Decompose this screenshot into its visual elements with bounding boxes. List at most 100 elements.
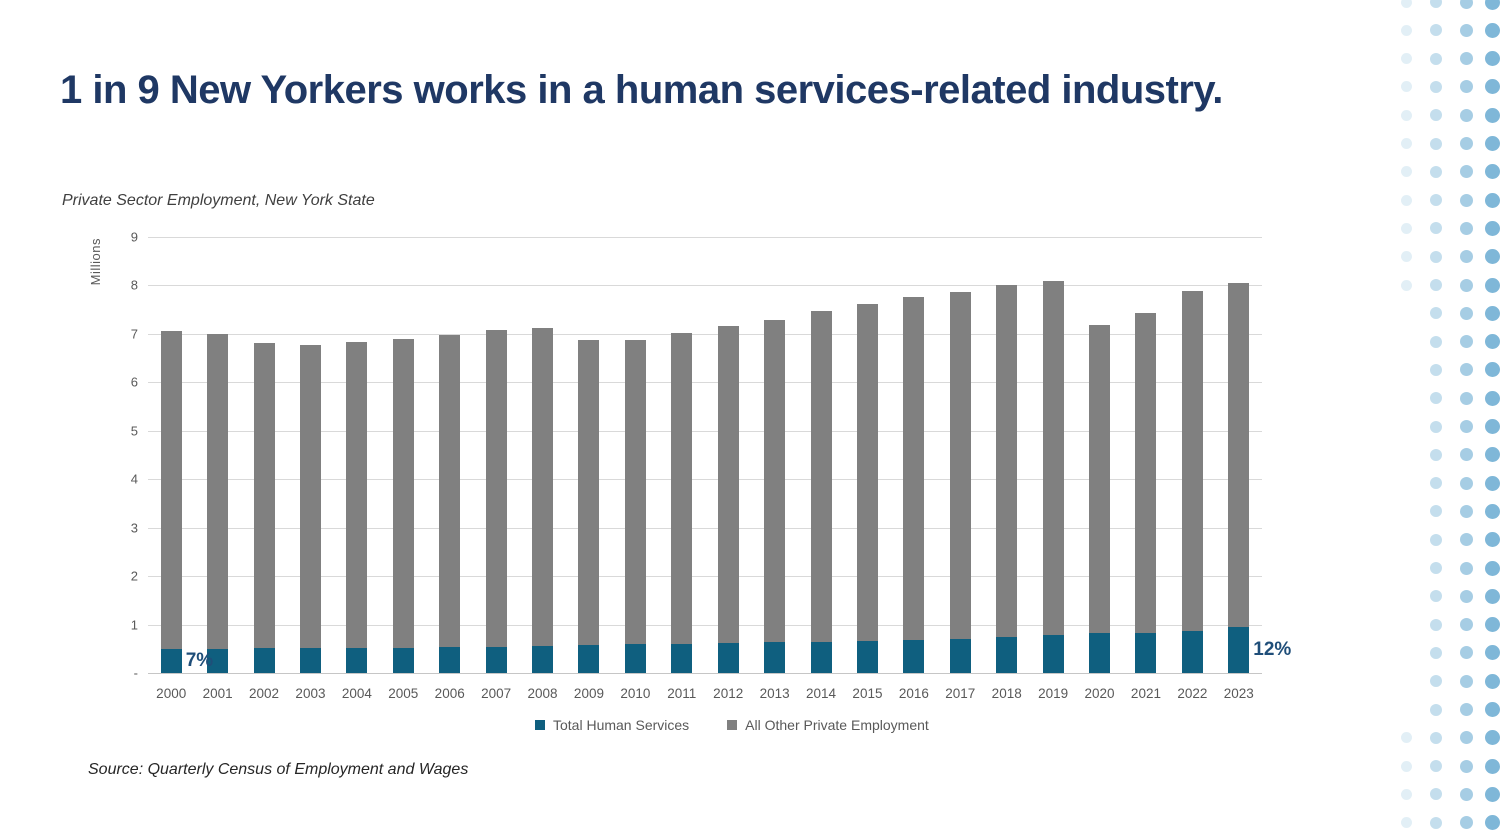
decor-dot [1459, 23, 1473, 37]
decor-dot [1400, 222, 1412, 234]
x-tick-label: 2009 [573, 686, 604, 701]
decor-dot [1459, 618, 1473, 632]
decor-dot [1430, 760, 1442, 773]
decor-dot [1459, 363, 1473, 377]
decor-dot [1430, 505, 1442, 518]
decor-dot [1459, 476, 1473, 490]
bar-segment-other-private [949, 291, 971, 639]
y-tick-label: 3 [130, 520, 138, 536]
legend-swatch-human-services [535, 720, 545, 730]
decor-dot [1400, 760, 1412, 772]
decor-dot [1459, 221, 1473, 235]
page-title: 1 in 9 New Yorkers works in a human serv… [60, 68, 1223, 112]
decor-dot [1400, 166, 1412, 178]
decor-dot [1459, 108, 1473, 122]
percent-annotation: 12% [1253, 638, 1292, 660]
decor-dot [1484, 107, 1500, 123]
decor-dot [1430, 477, 1442, 490]
x-tick-label: 2000 [156, 686, 187, 701]
decor-dot [1400, 0, 1412, 8]
bar-segment-other-private [810, 311, 832, 642]
decor-dot [1459, 759, 1473, 773]
x-tick-label: 2016 [898, 686, 929, 701]
decor-dot [1400, 194, 1412, 206]
x-tick-label: 2004 [341, 686, 372, 701]
decor-dot [1484, 503, 1500, 519]
bar-segment-human-services [578, 645, 600, 673]
decor-dot [1459, 561, 1473, 575]
decor-dot [1484, 51, 1500, 67]
decor-dot [1400, 279, 1412, 291]
decor-dot [1459, 335, 1473, 349]
decor-dot [1459, 504, 1473, 518]
decor-dot [1459, 0, 1473, 9]
decor-dot [1459, 193, 1473, 207]
bar-segment-human-services [485, 646, 507, 673]
decor-dot [1484, 192, 1500, 208]
gridline [148, 237, 1262, 238]
y-tick-label: 6 [130, 374, 138, 390]
y-tick-label: 8 [130, 277, 138, 293]
bar-segment-human-services [1089, 633, 1111, 673]
x-tick-label: 2011 [667, 686, 697, 701]
gridline [148, 673, 1262, 674]
decor-dot [1400, 53, 1412, 65]
decor-dot [1430, 279, 1442, 291]
bar-segment-other-private [1089, 324, 1111, 634]
bar-segment-other-private [1135, 312, 1157, 634]
gridline [148, 430, 1262, 432]
bar-segment-other-private [160, 331, 182, 650]
gridline [148, 285, 1262, 287]
gridline [148, 479, 1262, 481]
decor-dot [1430, 307, 1442, 320]
decor-dot [1430, 165, 1442, 178]
bar-segment-other-private [1228, 282, 1250, 627]
decor-dot [1459, 589, 1473, 603]
decor-dot [1484, 277, 1500, 293]
decor-dot [1430, 392, 1442, 405]
decor-dot [1430, 0, 1442, 8]
decor-dot [1430, 590, 1442, 603]
decor-dot [1430, 194, 1442, 207]
decor-dot [1459, 448, 1473, 462]
decor-dot [1484, 532, 1500, 548]
decor-dot [1400, 138, 1412, 149]
x-tick-label: 2020 [1084, 686, 1115, 701]
bar-segment-other-private [671, 332, 693, 644]
decor-dot [1459, 278, 1473, 292]
decor-dot [1430, 646, 1442, 659]
decor-dot [1400, 81, 1412, 93]
decor-dot [1430, 703, 1442, 716]
decor-dot [1430, 250, 1442, 263]
decor-dot [1459, 533, 1473, 547]
decor-dot [1430, 618, 1442, 631]
decor-dot [1400, 251, 1412, 263]
bar-segment-human-services [392, 647, 414, 673]
bar-segment-human-services [624, 644, 646, 673]
decor-dot [1430, 788, 1442, 801]
decor-dot [1430, 109, 1442, 122]
decor-dot [1484, 305, 1500, 321]
decor-dot [1484, 249, 1500, 265]
x-tick-label: 2002 [249, 686, 280, 701]
decor-dot [1430, 52, 1442, 65]
x-tick-label: 2007 [481, 686, 512, 701]
decor-dot [1430, 448, 1442, 461]
x-tick-label: 2023 [1223, 686, 1254, 701]
bar-segment-human-services [532, 645, 554, 673]
x-tick-label: 2008 [527, 686, 558, 701]
decor-dot [1459, 137, 1473, 150]
x-tick-label: 2003 [295, 686, 326, 701]
decor-dot [1430, 731, 1442, 744]
bar-segment-other-private [1042, 281, 1064, 635]
x-tick-label: 2006 [434, 686, 465, 701]
legend-label-human-services: Total Human Services [553, 717, 690, 733]
decor-dot [1459, 250, 1473, 264]
bar-segment-other-private [392, 339, 414, 648]
decor-dot [1459, 816, 1473, 830]
decor-dot [1484, 390, 1500, 406]
x-tick-label: 2021 [1130, 686, 1161, 701]
decor-dot [1400, 732, 1412, 744]
bar-segment-human-services [856, 641, 878, 673]
decor-dot [1484, 588, 1500, 604]
